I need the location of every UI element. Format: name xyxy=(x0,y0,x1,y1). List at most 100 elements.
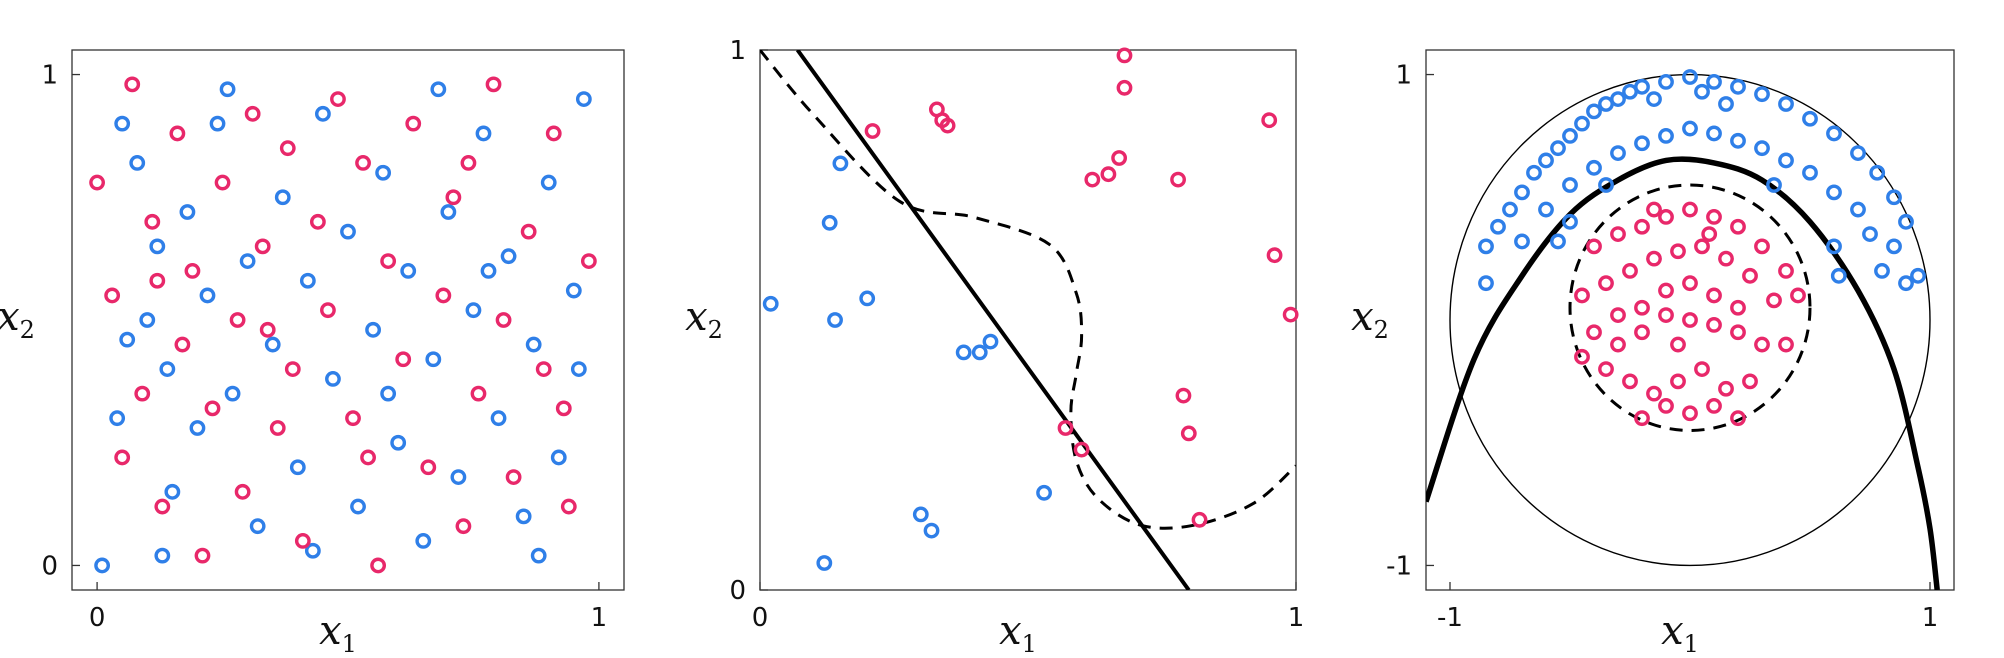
data-point-class-a xyxy=(1658,128,1674,144)
data-point-class-b xyxy=(435,287,452,304)
data-point-class-b xyxy=(1646,250,1662,267)
data-point-class-b xyxy=(1646,385,1662,402)
plot-frame xyxy=(71,49,625,591)
data-point-class-a xyxy=(224,385,241,402)
x-tick-label: 1 xyxy=(1288,603,1305,633)
data-point-class-b xyxy=(1790,287,1806,304)
data-point-class-a xyxy=(1550,233,1566,250)
data-point-class-b xyxy=(1658,398,1674,414)
data-point-class-a xyxy=(1538,201,1554,218)
data-point-class-a xyxy=(1634,78,1650,95)
data-point-class-b xyxy=(1191,511,1208,528)
data-point-class-a xyxy=(119,331,136,348)
data-point-class-b xyxy=(1754,336,1770,353)
data-point-class-b xyxy=(1084,171,1101,188)
data-point-class-b xyxy=(1116,79,1133,96)
data-point-class-a xyxy=(209,115,226,132)
data-point-class-a xyxy=(1562,128,1578,144)
decision-boundary-solid xyxy=(795,50,1191,590)
y-tick-label: 1 xyxy=(1395,61,1412,91)
data-point-class-b xyxy=(144,213,161,230)
data-point-class-a xyxy=(1586,159,1602,176)
data-point-class-b xyxy=(194,547,211,564)
data-point-class-a xyxy=(1826,125,1842,142)
data-point-class-b xyxy=(269,420,286,436)
data-point-class-a xyxy=(340,223,356,240)
data-point-class-b xyxy=(1658,307,1674,323)
data-point-class-b xyxy=(1598,275,1614,292)
data-point-class-a xyxy=(325,371,341,387)
y-tick-label: -1 xyxy=(1386,551,1412,581)
data-point-class-b xyxy=(174,336,191,353)
data-point-class-a xyxy=(129,155,146,171)
y-tick-label: 1 xyxy=(729,36,746,66)
data-point-class-a xyxy=(1502,201,1518,218)
x-axis-label: x1 xyxy=(319,608,357,658)
data-point-class-a xyxy=(525,336,542,353)
data-point-class-b xyxy=(124,76,141,93)
data-point-class-b xyxy=(1574,287,1590,304)
data-point-class-a xyxy=(1706,125,1722,142)
data-point-class-a xyxy=(1898,213,1914,230)
data-point-class-a xyxy=(1550,140,1566,157)
data-point-class-a xyxy=(415,533,432,549)
data-point-class-a xyxy=(249,518,266,535)
data-point-class-b xyxy=(1610,226,1626,242)
data-point-class-b xyxy=(214,174,231,191)
x-tick-label: -1 xyxy=(1437,603,1463,633)
data-point-class-a xyxy=(480,263,497,279)
data-point-class-b xyxy=(939,117,956,134)
x-tick-label: 1 xyxy=(591,603,608,633)
data-point-class-b xyxy=(355,155,371,171)
data-point-class-b xyxy=(184,263,201,279)
decision-boundary-thin xyxy=(1449,73,1931,567)
y-axis-label: x2 xyxy=(685,294,723,344)
data-point-class-a xyxy=(1036,484,1052,501)
data-point-class-b xyxy=(1730,299,1746,316)
data-point-class-b xyxy=(309,213,326,230)
data-point-class-a xyxy=(1682,120,1698,137)
data-point-class-a xyxy=(159,361,176,377)
data-point-class-b xyxy=(360,449,376,466)
data-point-class-a xyxy=(955,344,972,361)
data-point-class-b xyxy=(1694,238,1710,255)
data-point-class-a xyxy=(982,333,999,350)
data-point-class-b xyxy=(89,174,105,191)
data-point-class-b xyxy=(1266,247,1283,264)
scatter-panel-linear-vs-curved-boundary: 0 1 0 1 x1 x2 xyxy=(685,36,1304,658)
data-point-class-b xyxy=(1057,420,1074,436)
data-point-class-a xyxy=(430,81,447,98)
data-point-class-a xyxy=(440,204,457,220)
x-tick-label: 1 xyxy=(1922,603,1939,633)
data-point-class-a xyxy=(1514,184,1530,201)
data-point-class-b xyxy=(284,361,301,377)
data-point-class-b xyxy=(169,125,186,142)
data-point-class-b xyxy=(1766,292,1782,309)
data-point-class-b xyxy=(320,302,336,319)
data-point-class-b xyxy=(1586,238,1602,255)
data-point-class-b xyxy=(1730,324,1746,341)
data-point-class-b xyxy=(1622,263,1638,279)
x-axis-label: x1 xyxy=(1661,608,1699,658)
data-point-class-a xyxy=(139,312,156,328)
data-point-class-b xyxy=(154,498,171,515)
data-point-class-b xyxy=(1634,218,1650,235)
data-point-class-b xyxy=(1574,348,1590,365)
data-point-class-b xyxy=(104,287,121,304)
data-point-class-b xyxy=(555,400,572,417)
data-point-class-a xyxy=(400,263,417,279)
data-point-class-b xyxy=(420,459,437,476)
data-point-class-b xyxy=(1682,405,1698,422)
data-point-class-a xyxy=(264,336,281,353)
data-point-class-b xyxy=(470,385,487,402)
data-point-class-a xyxy=(1862,226,1878,242)
data-point-class-a xyxy=(923,522,940,539)
data-point-class-b xyxy=(1701,226,1718,242)
x-tick-label: 0 xyxy=(89,603,106,633)
data-point-class-a xyxy=(515,508,532,525)
data-point-class-a xyxy=(1718,96,1734,112)
data-point-class-a xyxy=(1658,74,1674,90)
data-point-class-a xyxy=(219,81,236,98)
data-point-class-b xyxy=(1610,307,1626,323)
data-point-class-b xyxy=(1622,373,1638,390)
